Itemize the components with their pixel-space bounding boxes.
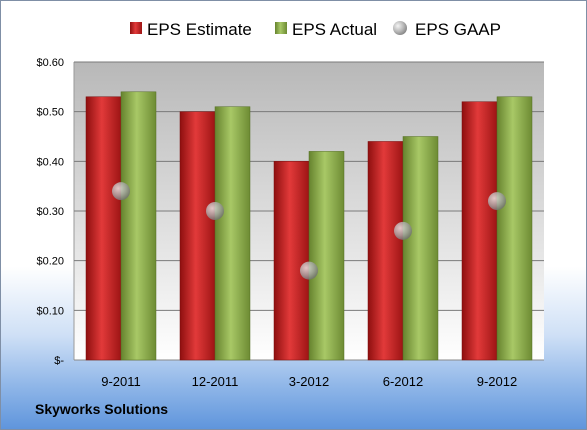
x-tick-label: 3-2012	[289, 374, 329, 389]
x-tick-label: 6-2012	[383, 374, 423, 389]
bar-eps-actual	[308, 151, 345, 361]
bar-eps-estimate	[461, 101, 498, 361]
bars	[85, 91, 533, 361]
legend-label-gaap: EPS GAAP	[415, 20, 501, 39]
x-tick-label: 9-2011	[101, 374, 141, 389]
y-axis-ticks: $- $0.10 $0.20 $0.30 $0.40 $0.50 $0.60	[36, 57, 64, 367]
point-eps-gaap	[206, 202, 224, 220]
bar-eps-actual	[214, 106, 251, 361]
point-eps-gaap	[112, 182, 130, 201]
bar-eps-estimate	[273, 161, 310, 361]
bar-eps-actual	[120, 91, 157, 361]
bar-eps-actual	[402, 136, 439, 361]
x-axis-ticks: 9-2011 12-2011 3-2012 6-2012 9-2012	[101, 374, 517, 389]
gaap-markers	[112, 182, 506, 280]
x-tick-label: 12-2011	[192, 374, 239, 389]
y-tick-label: $0.20	[36, 256, 64, 268]
y-tick-label: $0.30	[36, 206, 64, 218]
bar-eps-actual	[496, 96, 533, 361]
bar-eps-estimate	[367, 141, 404, 361]
legend-label-estimate: EPS Estimate	[147, 20, 252, 39]
legend-label-actual: EPS Actual	[292, 20, 377, 39]
legend: EPS Estimate EPS Actual EPS GAAP	[130, 20, 501, 39]
y-tick-label: $0.40	[36, 156, 64, 168]
y-tick-label: $0.50	[36, 107, 64, 119]
legend-swatch-gaap	[393, 21, 407, 35]
bar-eps-estimate	[85, 96, 122, 361]
legend-swatch-actual	[275, 22, 287, 34]
x-tick-label: 9-2012	[477, 374, 517, 389]
point-eps-gaap	[394, 221, 412, 240]
y-tick-label: $0.10	[36, 305, 64, 317]
y-tick-label: $-	[54, 355, 64, 367]
legend-swatch-estimate	[130, 22, 142, 34]
company-name: Skyworks Solutions	[35, 401, 169, 417]
bar-eps-estimate	[179, 111, 216, 361]
point-eps-gaap	[300, 261, 318, 280]
point-eps-gaap	[488, 192, 506, 211]
y-tick-label: $0.60	[36, 57, 64, 69]
